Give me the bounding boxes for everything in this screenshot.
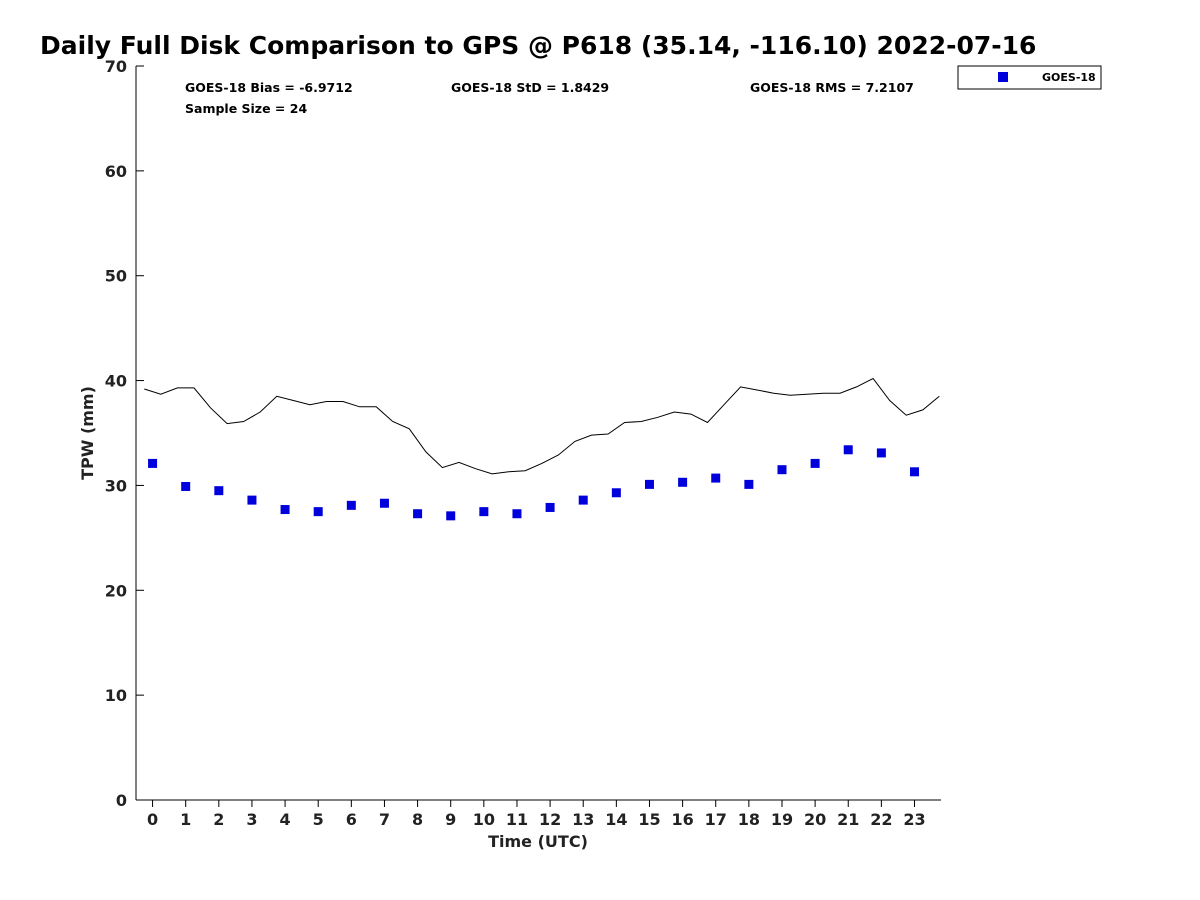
goes18-point	[413, 509, 423, 519]
legend-marker	[998, 72, 1008, 82]
goes18-point	[843, 445, 853, 455]
x-tick-label: 8	[412, 810, 423, 829]
goes18-point	[280, 505, 290, 515]
y-axis-label: TPW (mm)	[78, 386, 97, 480]
goes18-point	[446, 511, 456, 521]
goes18-point	[777, 465, 787, 475]
x-tick-label: 18	[738, 810, 760, 829]
x-axis-ticks: 0 1 2 3 4 5 6 7 8 9 10 11 12 13 14 15 16 17 18 19 20 21 22 23	[147, 800, 926, 829]
x-tick-label: 21	[837, 810, 859, 829]
x-tick-label: 22	[870, 810, 892, 829]
x-tick-label: 2	[213, 810, 224, 829]
chart-title: Daily Full Disk Comparison to GPS @ P618…	[40, 31, 1036, 60]
rms-stat: GOES-18 RMS = 7.2107	[750, 80, 914, 95]
goes18-point	[512, 509, 522, 519]
goes18-point	[678, 477, 688, 487]
legend-box	[957, 65, 1102, 90]
x-tick-label: 16	[671, 810, 693, 829]
legend-label: GOES-18	[1042, 71, 1096, 84]
bias-stat: GOES-18 Bias = -6.9712	[185, 80, 353, 95]
x-tick-label: 4	[280, 810, 291, 829]
goes18-point	[810, 458, 820, 468]
goes18-point	[346, 500, 356, 510]
x-tick-label: 20	[804, 810, 826, 829]
gps-line-layer	[144, 377, 940, 475]
y-tick-label: 30	[105, 476, 127, 495]
x-tick-label: 13	[572, 810, 594, 829]
y-tick-label: 0	[116, 791, 127, 810]
goes18-point	[711, 473, 721, 483]
goes18-point	[744, 479, 754, 489]
goes18-point	[909, 467, 919, 477]
goes18-point	[876, 448, 886, 458]
x-tick-label: 6	[346, 810, 357, 829]
x-axis-label: Time (UTC)	[488, 832, 588, 851]
x-tick-label: 14	[605, 810, 627, 829]
axes	[135, 66, 941, 801]
y-tick-label: 50	[105, 267, 127, 286]
y-tick-label: 70	[105, 57, 127, 76]
x-tick-label: 23	[903, 810, 925, 829]
x-tick-label: 1	[180, 810, 191, 829]
y-tick-label: 10	[105, 686, 127, 705]
goes18-point	[644, 479, 654, 489]
y-tick-label: 40	[105, 372, 127, 391]
goes18-point	[247, 495, 257, 505]
x-tick-label: 0	[147, 810, 158, 829]
x-tick-label: 7	[379, 810, 390, 829]
x-tick-label: 12	[539, 810, 561, 829]
y-tick-label: 60	[105, 162, 127, 181]
legend: GOES-18	[957, 65, 1102, 90]
x-tick-label: 17	[705, 810, 727, 829]
x-tick-label: 15	[638, 810, 660, 829]
y-axis-ticks: 0 10 20 30 40 50 60 70	[105, 57, 144, 810]
std-stat: GOES-18 StD = 1.8429	[451, 80, 609, 95]
y-tick-label: 20	[105, 581, 127, 600]
goes18-point	[214, 486, 224, 496]
goes18-marker-layer	[148, 445, 919, 521]
x-tick-label: 5	[313, 810, 324, 829]
goes18-point	[379, 498, 389, 508]
goes18-point	[479, 507, 489, 517]
x-tick-label: 19	[771, 810, 793, 829]
goes18-point	[313, 507, 323, 517]
goes18-point	[578, 495, 588, 505]
x-tick-label: 9	[445, 810, 456, 829]
goes18-point	[611, 488, 621, 498]
x-tick-label: 11	[506, 810, 528, 829]
x-tick-label: 3	[246, 810, 257, 829]
goes18-point	[148, 458, 158, 468]
sample-size-stat: Sample Size = 24	[185, 101, 307, 116]
goes18-point	[181, 481, 191, 491]
goes18-point	[545, 502, 555, 512]
x-tick-label: 10	[473, 810, 495, 829]
gps-tpw-line	[144, 377, 940, 475]
